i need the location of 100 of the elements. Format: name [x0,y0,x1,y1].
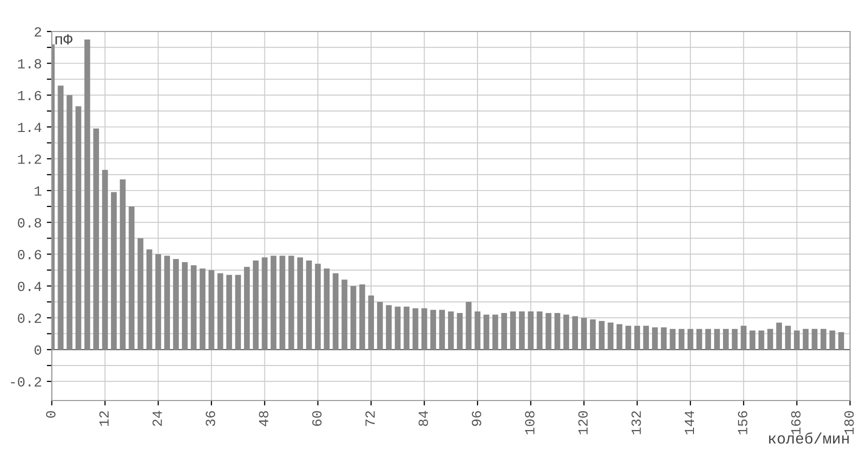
bar [785,326,791,350]
bar [474,311,480,350]
bar [634,326,640,350]
bar [510,311,516,350]
bar [288,256,294,350]
bar [456,313,463,350]
bar [270,256,276,350]
bar [794,330,800,350]
bar [394,306,401,350]
bar [625,326,632,350]
bar [350,286,356,350]
x-tick-label: 12 [99,411,109,426]
x-tick-label: 96 [472,411,482,426]
bar [750,330,756,350]
x-tick-label: 72 [365,411,375,426]
x-tick-label: 36 [206,411,216,426]
bar [652,327,658,350]
bar [412,308,418,350]
y-tick-label: 1 [34,186,42,196]
bar [58,86,64,350]
bar [492,314,498,350]
bar [767,328,774,350]
bar [554,313,560,350]
bar [643,326,649,350]
x-tick-label: 120 [578,411,588,434]
y-tick-label: 0.4 [18,282,42,292]
bar [758,330,764,350]
bar [102,170,108,350]
y-tick-label: -0.2 [10,377,42,387]
bar [368,296,374,350]
bar [670,328,676,350]
bar [190,265,197,350]
bar [484,314,490,350]
bar [430,310,436,350]
bar [164,256,170,350]
y-tick-label: 0.2 [18,314,42,323]
y-tick-label: 1.2 [18,154,42,164]
bar [342,280,348,350]
bar [280,256,286,350]
x-tick-label: 24 [152,410,162,426]
y-tick-label: 0.6 [18,250,42,260]
bar [740,326,746,350]
bar [776,322,782,350]
bar [146,249,152,350]
bar [812,328,818,350]
bar [688,328,694,350]
x-tick-label: 0 [46,411,56,418]
bar [466,302,472,350]
bar [448,311,454,350]
x-tick-label: 48 [258,411,268,426]
bar [572,316,578,350]
bar [226,274,232,350]
bar [439,310,445,350]
bar [128,206,134,350]
bar [838,332,844,350]
bar [802,328,809,350]
bar [120,179,126,350]
bar [138,238,144,350]
x-tick-label: 156 [738,411,748,434]
bar [829,330,836,350]
bar [182,262,188,350]
bar [84,39,90,350]
bar [297,257,304,350]
bar [598,320,605,350]
bar [110,192,117,350]
bar [208,270,214,350]
bar [252,260,259,350]
bar [332,273,338,350]
y-tick-label: 1.4 [18,122,42,132]
bar [314,264,321,350]
y-tick-label: 1.6 [18,90,42,100]
y-tick-label: 0 [34,345,42,355]
y-tick-label: 1.8 [18,59,42,68]
x-axis-title: колеб/мин [769,432,849,444]
bar [714,328,720,350]
bar [820,328,826,350]
bar [324,268,330,350]
bar [518,311,525,350]
bar [386,305,392,350]
bar [660,327,667,350]
y-tick-label: 0.8 [18,218,42,228]
x-tick-label: 144 [684,410,694,434]
bar [590,319,596,350]
bar [696,328,702,350]
bar [722,328,729,350]
bar [732,328,738,350]
bar [93,128,100,350]
bar [173,258,179,350]
bar [546,313,552,350]
bar [235,274,241,350]
bar [616,324,622,350]
bar [581,318,587,350]
bar [404,306,410,350]
bar [536,311,542,350]
bar [200,268,206,350]
bar [377,302,383,350]
bar [501,313,508,350]
bar [528,311,534,350]
bar [262,257,268,350]
y-tick-label: 2 [34,27,42,37]
